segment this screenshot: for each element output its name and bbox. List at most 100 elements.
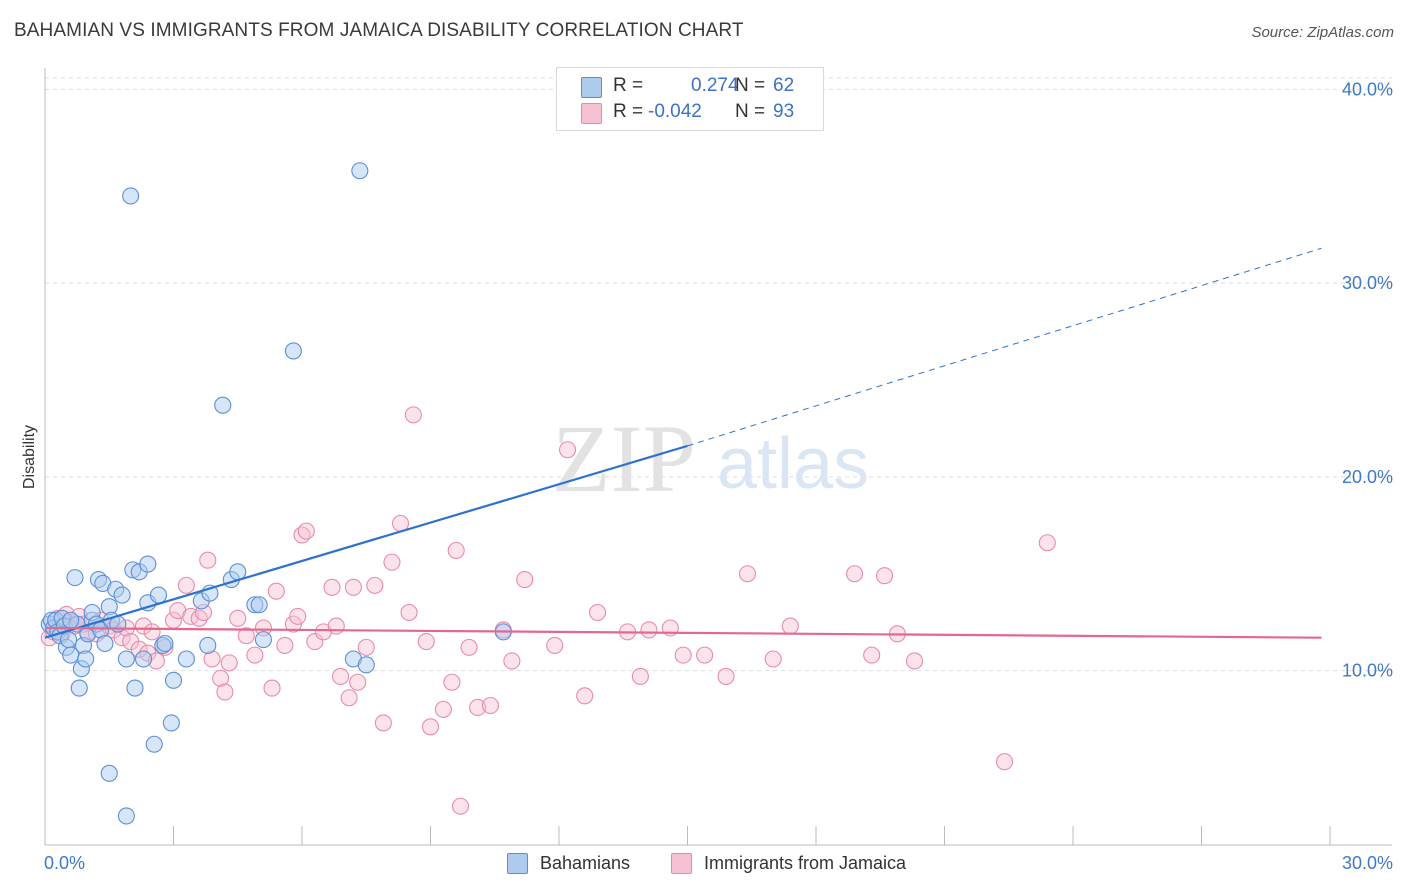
point-bahamians-44 [177,650,195,668]
point-jamaica-88 [1038,534,1056,552]
y-tick-label-3: 40.0% [1342,79,1393,99]
point-bahamians-60 [62,611,80,629]
stats-n-value-2: 93 [773,101,795,122]
legend-label-bahamians: Bahamians [540,853,631,873]
point-bahamians-30 [117,650,135,668]
point-jamaica-55 [400,603,418,622]
point-jamaica-79 [738,565,757,583]
point-jamaica-63 [469,698,487,716]
point-jamaica-27 [199,551,217,569]
stats-r-value-2: -0.042 [648,101,702,122]
point-bahamians-53 [254,631,273,649]
y-tick-label-0: 10.0% [1342,661,1393,681]
gridlines [45,77,1392,672]
stats-r-label-2: R = [613,101,644,122]
point-jamaica-64 [481,696,500,715]
point-bahamians-9 [60,631,78,649]
point-jamaica-42 [306,633,324,651]
series-immigrants-from-jamaica [40,406,1056,815]
point-jamaica-77 [696,646,714,664]
point-jamaica-50 [357,638,375,656]
series-bahamians [40,162,512,825]
point-jamaica-47 [340,689,358,707]
point-bahamians-46 [199,636,217,654]
point-jamaica-35 [263,679,281,697]
point-bahamians-29 [113,586,131,604]
point-jamaica-61 [447,541,465,560]
legend: Bahamians Immigrants from Jamaica [0,851,1406,877]
legend-item-jamaica: Immigrants from Jamaica [671,853,906,874]
stats-n-value-1: 62 [773,75,795,96]
trend-bahamians-dashed [687,247,1322,447]
point-bahamians-40 [149,586,168,604]
stats-r-label-1: R = [613,75,644,96]
point-jamaica-31 [229,609,247,627]
point-bahamians-39 [145,735,163,753]
point-jamaica-58 [421,718,440,736]
point-jamaica-73 [631,667,649,685]
point-bahamians-61 [156,634,174,653]
point-jamaica-67 [516,571,534,589]
point-jamaica-59 [434,700,452,718]
point-bahamians-42 [162,714,180,732]
trend-jamaica [44,626,1322,639]
point-jamaica-30 [220,654,238,672]
point-jamaica-87 [995,753,1014,771]
point-bahamians-31 [117,807,135,825]
trend-lines [44,247,1322,639]
point-jamaica-32 [237,627,255,645]
legend-label-jamaica: Immigrants from Jamaica [704,853,907,873]
point-bahamians-32 [122,187,140,205]
point-jamaica-86 [905,652,924,670]
trend-bahamians-solid [44,444,688,639]
point-jamaica-68 [546,636,564,654]
point-jamaica-37 [276,636,294,654]
stats-swatch-blue [581,77,602,98]
point-jamaica-90 [216,683,234,701]
point-jamaica-81 [781,617,799,635]
point-jamaica-56 [404,406,422,424]
source-credit: Source: ZipAtlas.com [1251,24,1394,41]
point-jamaica-78 [717,667,735,685]
point-jamaica-66 [503,652,521,670]
point-jamaica-38 [284,615,302,633]
point-bahamians-43 [164,671,183,689]
point-bahamians-48 [214,396,232,414]
stats-box: R = 0.274 N = 62 R = -0.042 N = 93 [556,67,824,131]
point-bahamians-56 [351,162,369,180]
point-jamaica-83 [863,646,881,664]
chart-title: BAHAMIAN VS IMMIGRANTS FROM JAMAICA DISA… [14,20,744,41]
watermark-zip: ZIP [552,405,696,512]
point-jamaica-36 [267,582,285,600]
point-jamaica-17 [134,617,153,635]
point-bahamians-54 [284,342,302,360]
stats-n-label-2: N = [735,101,766,122]
point-jamaica-23 [177,576,195,594]
watermark-atlas: atlas [717,424,869,504]
point-jamaica-33 [246,646,264,664]
point-jamaica-89 [451,797,470,815]
point-jamaica-41 [297,522,315,540]
point-bahamians-13 [70,679,88,697]
point-bahamians-34 [126,679,144,697]
point-jamaica-69 [559,441,577,459]
tick-labels: 10.0% 20.0% 30.0% 40.0% 0.0% 30.0% [44,79,1393,873]
point-jamaica-51 [366,576,384,594]
x-tick-label-1: 30.0% [1342,853,1393,873]
point-jamaica-62 [460,638,478,656]
point-bahamians-11 [66,569,84,587]
point-jamaica-48 [344,578,362,596]
point-jamaica-52 [374,714,392,732]
legend-swatch-pink [671,853,692,874]
point-bahamians-36 [134,650,153,668]
point-jamaica-44 [323,578,341,596]
point-jamaica-80 [764,650,782,668]
stats-r-value-1: 0.274 [691,75,739,96]
y-tick-label-1: 20.0% [1342,467,1393,487]
point-bahamians-37 [139,555,157,573]
stats-n-label-1: N = [735,75,766,96]
point-jamaica-29 [212,669,230,687]
legend-swatch-blue [507,853,528,874]
y-tick-label-2: 30.0% [1342,273,1393,293]
